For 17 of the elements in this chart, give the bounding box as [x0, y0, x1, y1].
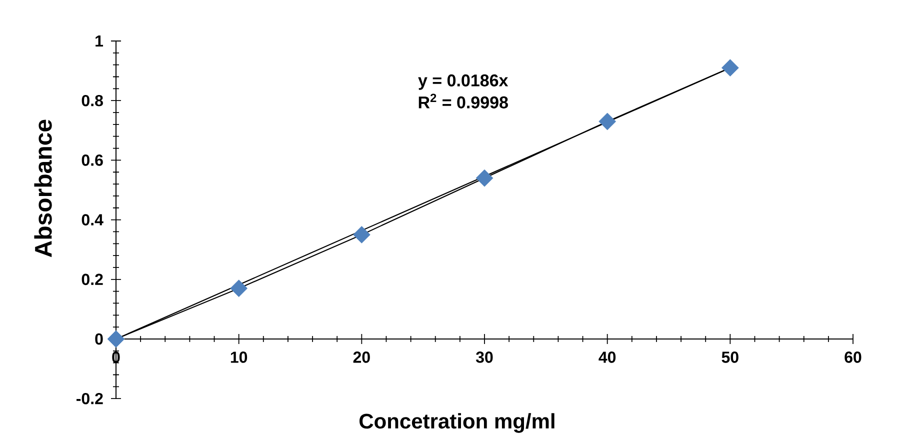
- y-tick-label: 0.6: [82, 154, 103, 166]
- x-tick-label: 60: [844, 352, 862, 363]
- y-tick-label: 0: [95, 333, 103, 345]
- y-tick-label: 0.8: [82, 94, 103, 106]
- x-tick-label: 50: [722, 352, 738, 363]
- y-tick-label: 1: [96, 35, 104, 46]
- x-tick-label: 40: [598, 352, 616, 363]
- x-tick-label: 30: [476, 352, 493, 363]
- x-tick-label: 20: [353, 352, 370, 363]
- x-axis-title: Concetration mg/ml: [360, 413, 554, 433]
- x-tick-label: 10: [230, 352, 248, 363]
- annotation: y = 0.0186x: [418, 74, 508, 90]
- y-tick-label: 0.2: [82, 274, 103, 286]
- y-tick-label: -0.2: [76, 392, 103, 404]
- annotation: R$^{2}$ = 0.9998: [418, 94, 508, 108]
- y-tick-label: 0.4: [82, 214, 104, 226]
- y-axis-title: Absorbance: [34, 120, 52, 258]
